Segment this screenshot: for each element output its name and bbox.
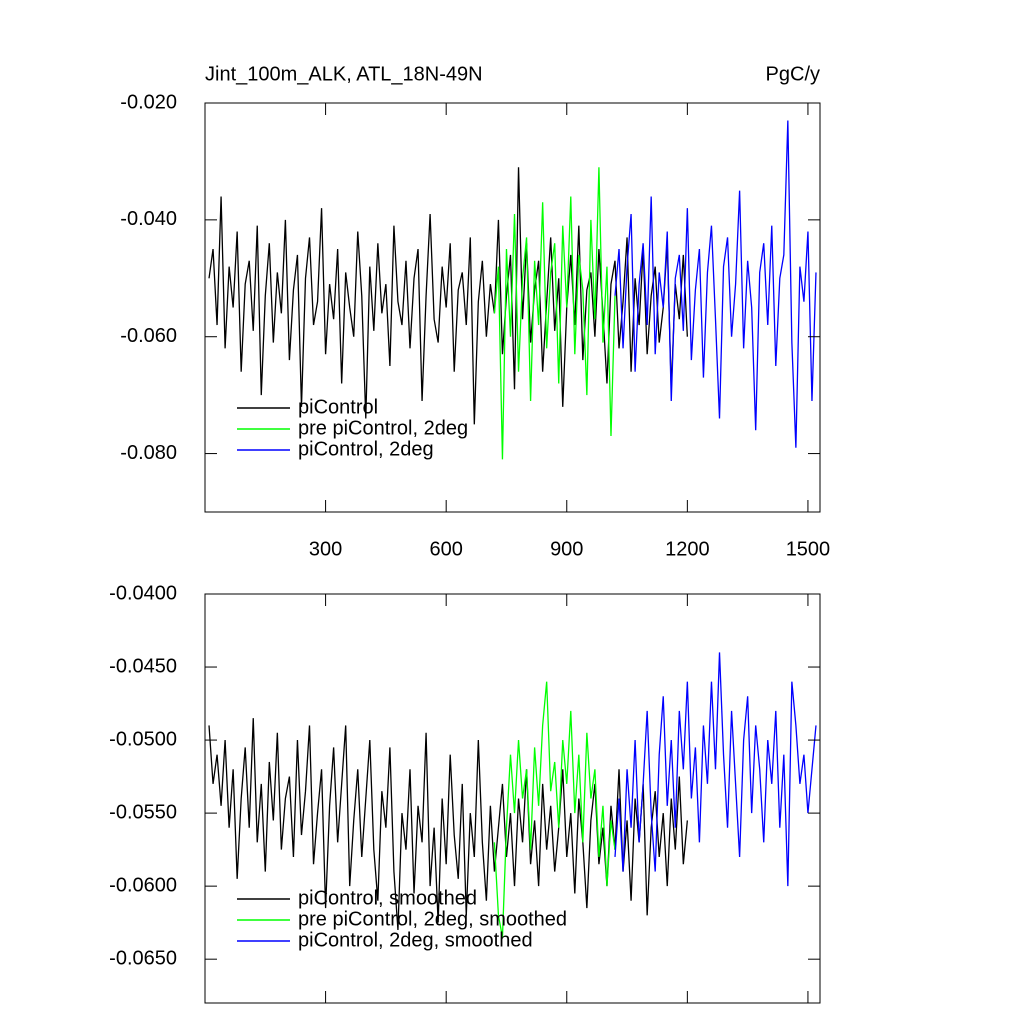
x-tick-label: 600 — [429, 538, 462, 560]
units-label: PgC/y — [766, 63, 820, 85]
plot-frame — [204, 593, 821, 1004]
y-tick-label: -0.020 — [120, 91, 177, 113]
y-tick-label: -0.0450 — [109, 655, 177, 677]
line-series — [614, 652, 817, 887]
y-tick-label: -0.0650 — [109, 947, 177, 969]
x-tick-label: 900 — [550, 538, 583, 560]
legend-label: pre piControl, 2deg, smoothed — [298, 908, 567, 930]
chart-title: Jint_100m_ALK, ATL_18N-49N — [205, 63, 483, 85]
y-tick-label: -0.0500 — [109, 728, 177, 750]
y-tick-label: -0.080 — [120, 442, 177, 464]
line-series — [493, 167, 616, 460]
y-tick-label: -0.0550 — [109, 801, 177, 823]
legend-label: pre piControl, 2deg — [298, 417, 468, 439]
line-series — [614, 120, 817, 448]
plot-frame — [204, 102, 821, 513]
legend-label: piControl — [298, 396, 378, 418]
x-tick-label: 1500 — [786, 538, 831, 560]
line-series — [493, 681, 616, 938]
y-tick-label: -0.0600 — [109, 874, 177, 896]
x-tick-label: 300 — [309, 538, 342, 560]
legend-label: piControl, 2deg — [298, 438, 434, 460]
y-tick-label: -0.040 — [120, 208, 177, 230]
line-series — [208, 167, 688, 425]
y-tick-label: -0.060 — [120, 325, 177, 347]
x-tick-label: 1200 — [665, 538, 710, 560]
legend-label: piControl, smoothed — [298, 887, 477, 909]
legend-label: piControl, 2deg, smoothed — [298, 929, 533, 951]
y-tick-label: -0.0400 — [109, 582, 177, 604]
